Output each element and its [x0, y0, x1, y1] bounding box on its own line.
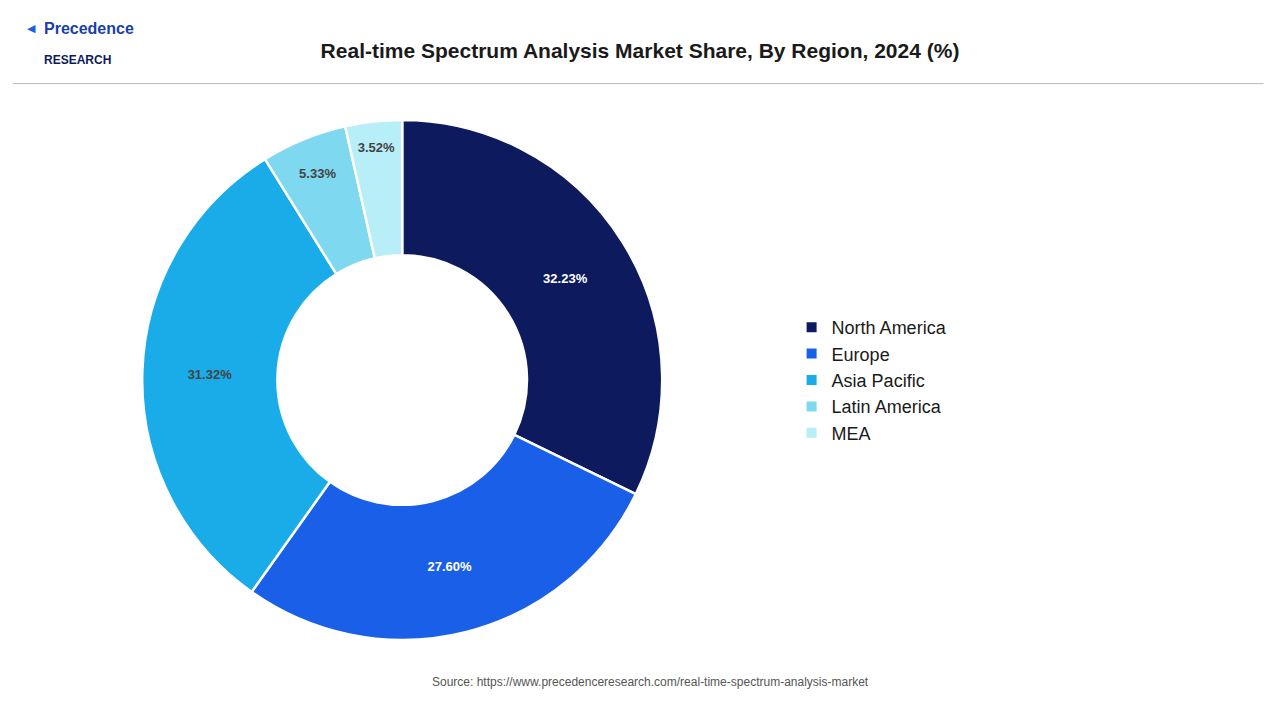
svg-text:3.52%: 3.52% — [358, 140, 395, 155]
svg-text:Precedence: Precedence — [44, 20, 134, 37]
svg-text:North America: North America — [832, 318, 947, 338]
svg-text:Real-time Spectrum Analysis Ma: Real-time Spectrum Analysis Market Share… — [321, 39, 960, 62]
svg-text:Latin America: Latin America — [832, 397, 942, 417]
svg-text:Europe: Europe — [832, 345, 890, 365]
svg-text:MEA: MEA — [832, 424, 871, 444]
svg-text:◀: ◀ — [27, 22, 36, 35]
svg-text:Asia Pacific: Asia Pacific — [832, 371, 925, 391]
svg-text:RESEARCH: RESEARCH — [44, 53, 111, 67]
svg-text:32.23%: 32.23% — [543, 271, 588, 286]
svg-text:5.33%: 5.33% — [299, 166, 336, 181]
svg-text:31.32%: 31.32% — [188, 367, 233, 382]
svg-text:Source: https://www.precedence: Source: https://www.precedenceresearch.c… — [432, 675, 869, 689]
svg-text:27.60%: 27.60% — [427, 559, 472, 574]
